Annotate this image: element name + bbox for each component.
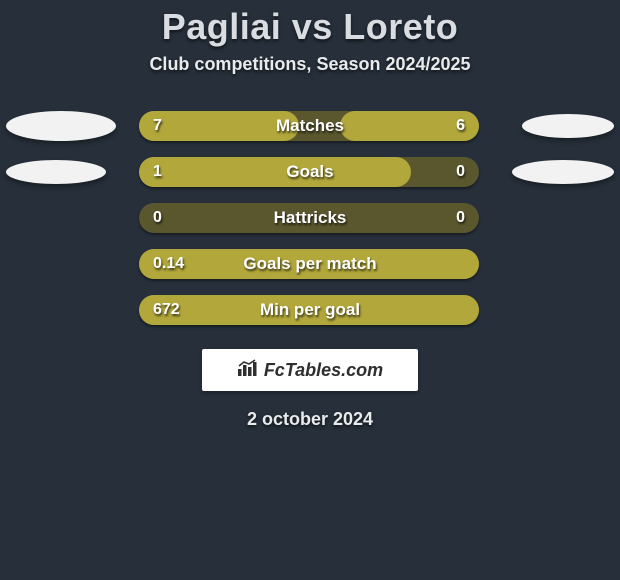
page-subtitle: Club competitions, Season 2024/2025 xyxy=(0,54,620,75)
side-oval-left xyxy=(6,160,106,184)
bar-value-left: 672 xyxy=(153,301,180,319)
bar-fill-right: 6 xyxy=(340,111,479,141)
stat-row: 0.14 Goals per match xyxy=(0,241,620,287)
stat-row: 1 0 Goals xyxy=(0,149,620,195)
stat-row: 7 6 Matches xyxy=(0,103,620,149)
bar-value-left: 7 xyxy=(153,117,162,135)
date-text: 2 october 2024 xyxy=(0,409,620,430)
logo-box: FcTables.com xyxy=(202,349,418,391)
side-oval-right xyxy=(512,160,614,184)
bar-value-right: 0 xyxy=(456,209,465,227)
stat-row: 0 0 Hattricks xyxy=(0,195,620,241)
page-title: Pagliai vs Loreto xyxy=(0,0,620,54)
logo-text: FcTables.com xyxy=(264,360,383,381)
bar-value-right: 0 xyxy=(456,163,465,181)
stat-row: 672 Min per goal xyxy=(0,287,620,333)
side-oval-left xyxy=(6,111,116,141)
side-oval-right xyxy=(522,114,614,138)
logo: FcTables.com xyxy=(237,359,383,382)
page-root: Pagliai vs Loreto Club competitions, Sea… xyxy=(0,0,620,580)
stats-chart: 7 6 Matches 1 0 Goals 0 0 Hattricks 0.14 Goals per… xyxy=(0,103,620,333)
bar-label: Hattricks xyxy=(274,208,347,228)
bar-fill-left: 1 xyxy=(139,157,411,187)
bar-value-left: 0 xyxy=(153,209,162,227)
bar-label: Goals per match xyxy=(243,254,376,274)
bar-value-right: 6 xyxy=(456,117,465,135)
bar-label: Goals xyxy=(286,162,333,182)
bar-value-left: 1 xyxy=(153,163,162,181)
bar-label: Matches xyxy=(276,116,344,136)
bar-value-left: 0.14 xyxy=(153,255,184,273)
bar-label: Min per goal xyxy=(260,300,360,320)
logo-chart-icon xyxy=(237,359,259,382)
